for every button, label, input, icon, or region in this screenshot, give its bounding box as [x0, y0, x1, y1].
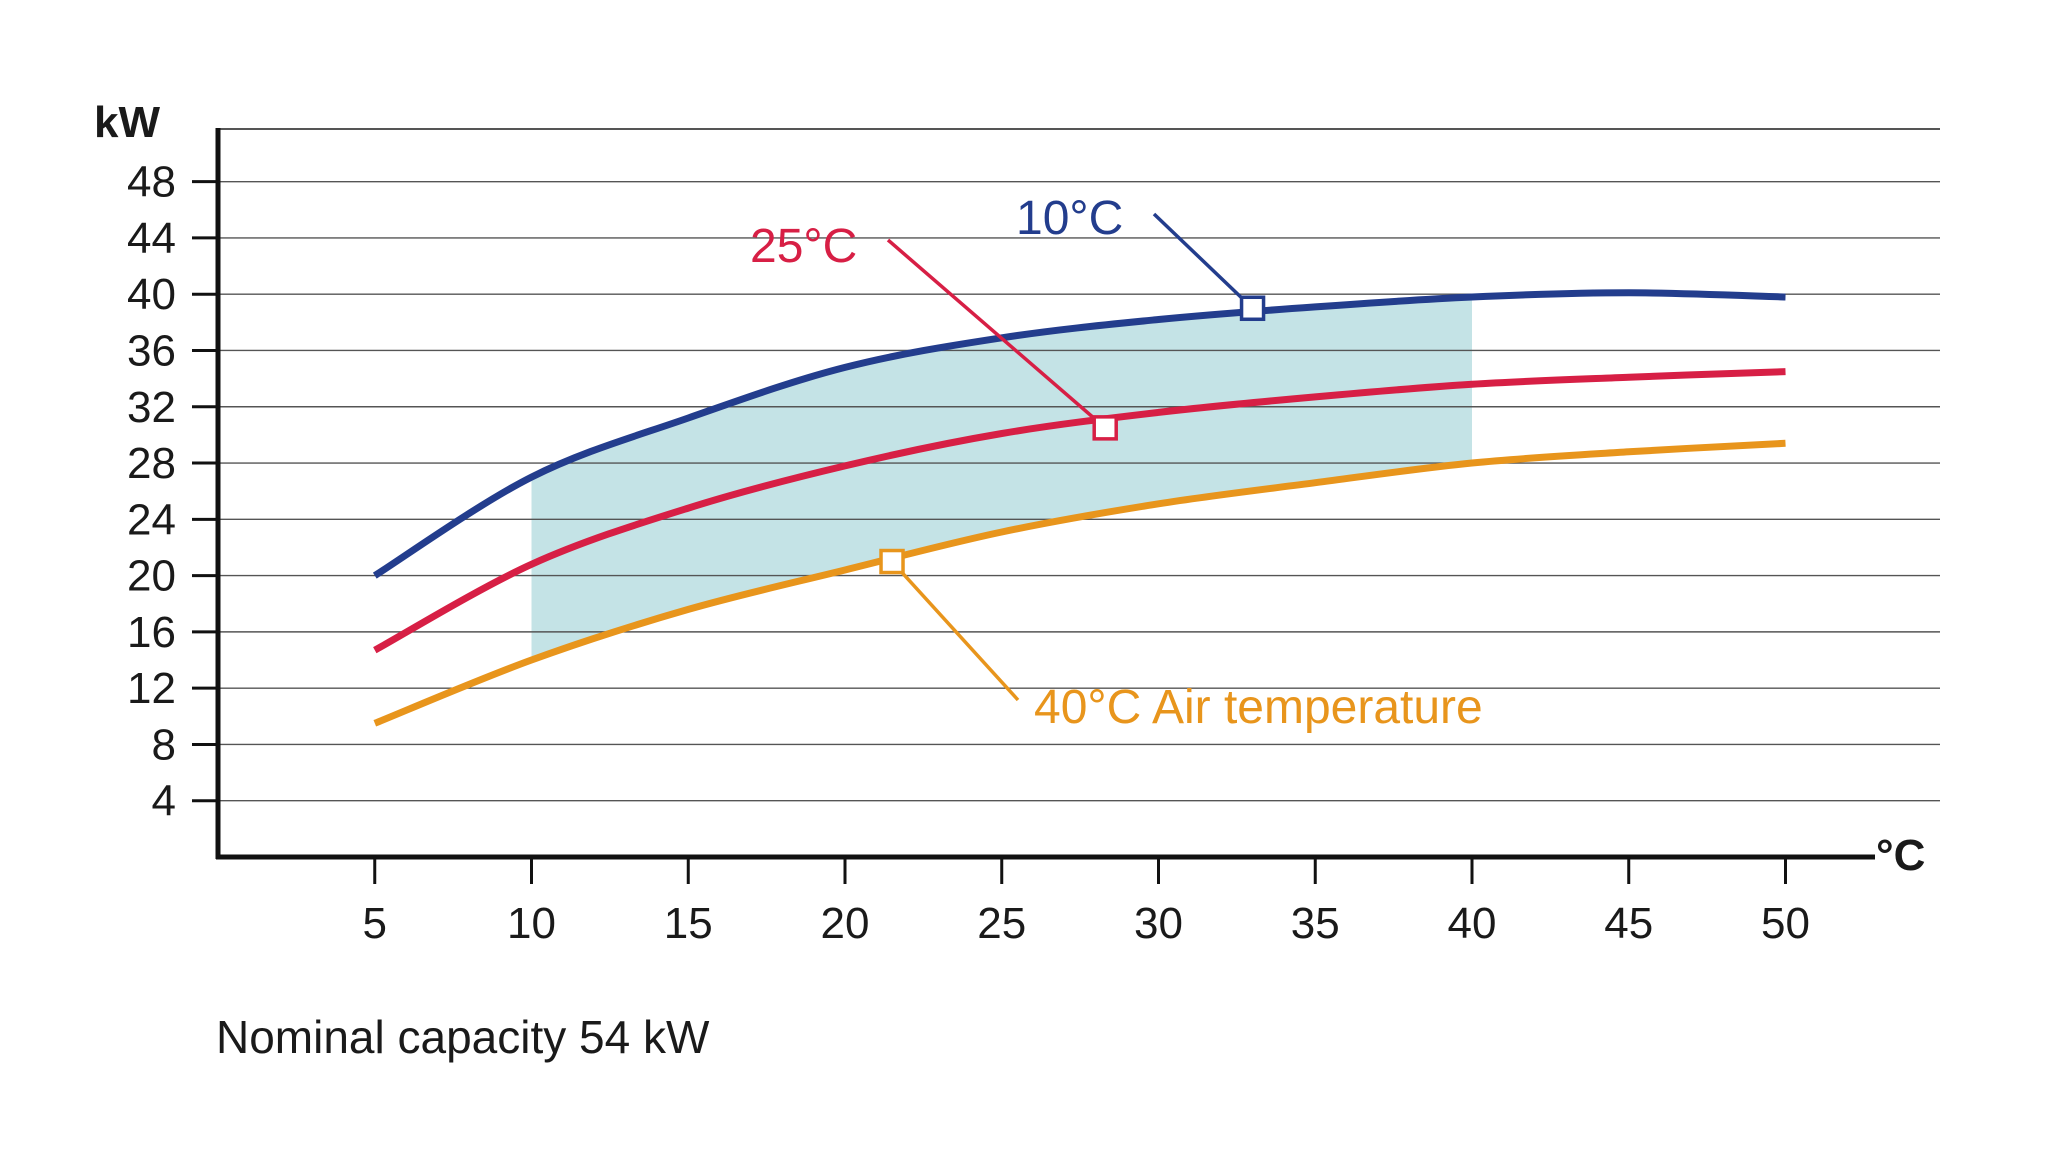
- series-marker-2: [879, 548, 905, 575]
- x-tick-label: 20: [821, 899, 870, 948]
- y-tick-label: 48: [127, 158, 176, 207]
- series-lines: [372, 289, 1786, 727]
- series-leader-1: [886, 238, 1107, 430]
- y-tick-label: 28: [127, 439, 176, 488]
- y-tick-label: 4: [152, 777, 176, 826]
- y-tick-label: 32: [127, 383, 176, 432]
- series-line-2: [373, 439, 1786, 727]
- series-labels: 10°C 25°C 40°C Air temperature: [750, 192, 1483, 734]
- chart-caption: Nominal capacity 54 kW: [216, 1011, 710, 1063]
- series-line-0: [372, 289, 1786, 579]
- axes: [192, 128, 1875, 884]
- y-tick-label: 36: [127, 326, 176, 375]
- y-tick-label: 8: [152, 720, 176, 769]
- series-leader-0: [1152, 212, 1254, 310]
- x-tick-label: 30: [1134, 899, 1183, 948]
- x-tick-label: 40: [1448, 899, 1497, 948]
- x-tick-label: 45: [1604, 899, 1653, 948]
- series-marker-0: [1239, 295, 1266, 322]
- series-label-2: 40°C Air temperature: [1034, 681, 1483, 734]
- y-tick-label: 44: [127, 214, 176, 263]
- series-line-1: [373, 368, 1786, 654]
- y-tick-label: 24: [127, 495, 176, 544]
- series-label-0: 10°C: [1016, 192, 1123, 245]
- series-label-1: 25°C: [750, 220, 857, 273]
- y-tick-label: 40: [127, 270, 176, 319]
- series-markers: [879, 295, 1266, 575]
- series-marker-1: [1092, 415, 1118, 441]
- shaded-area: [531, 297, 1472, 660]
- x-tick-label: 50: [1761, 899, 1810, 948]
- x-tick-label: 35: [1291, 899, 1340, 948]
- series-leaders: [886, 212, 1254, 702]
- x-tick-label: 5: [363, 899, 387, 948]
- x-tick-label: 15: [664, 899, 713, 948]
- y-tick-label: 20: [127, 552, 176, 601]
- y-tick-label: 16: [127, 608, 176, 657]
- shaded-operating-range: [531, 297, 1472, 660]
- x-tick-label: 25: [977, 899, 1026, 948]
- x-tick-label: 10: [507, 899, 556, 948]
- y-tick-label: 12: [127, 664, 176, 713]
- y-unit-label: kW: [94, 98, 160, 147]
- series-leader-2: [890, 560, 1020, 702]
- x-unit-label: °C: [1876, 831, 1925, 880]
